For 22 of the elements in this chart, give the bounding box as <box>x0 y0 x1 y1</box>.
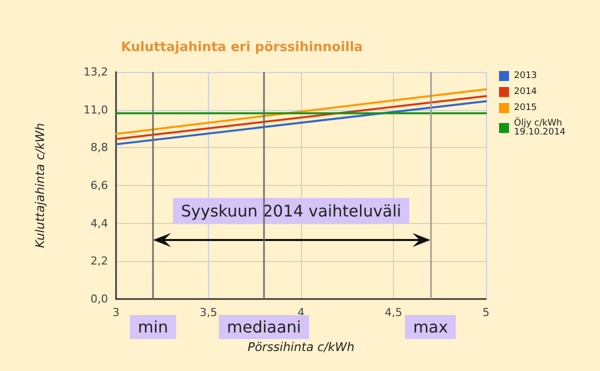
legend-label: 2015 <box>514 103 537 113</box>
y-tick-label: 11,0 <box>84 103 108 116</box>
y-tick-label: 13,2 <box>84 66 108 78</box>
y-tick-label: 4,4 <box>90 216 108 230</box>
x-tick-label: 3 <box>112 306 120 319</box>
legend-label: 2013 <box>514 71 537 81</box>
chart-title: Kuluttajahinta eri pörssihinnoilla <box>121 40 363 55</box>
legend-label: Öljy c/kWh 19.10.2014 <box>514 116 566 138</box>
x-axis-title: Pörssihinta c/kWh <box>248 340 354 354</box>
ref-line-label: mediaani <box>226 318 302 336</box>
ref-line-label: min <box>138 318 168 336</box>
x-tick-label: 5 <box>482 306 490 319</box>
y-tick-label: 2,2 <box>90 254 108 268</box>
ref-line-label: max <box>413 318 448 336</box>
x-tick-label: 3,5 <box>200 306 218 319</box>
annotation: Syyskuun 2014 vaihteluväli <box>181 202 402 220</box>
x-tick-label: 4,5 <box>384 306 402 319</box>
legend-label: 2014 <box>514 87 538 97</box>
y-axis-title: Kuluttajahinta c/kWh <box>33 122 47 248</box>
y-tick-label: 6,6 <box>90 179 108 192</box>
y-tick-label: 0,0 <box>90 292 108 306</box>
y-tick-label: 8,8 <box>90 141 108 154</box>
